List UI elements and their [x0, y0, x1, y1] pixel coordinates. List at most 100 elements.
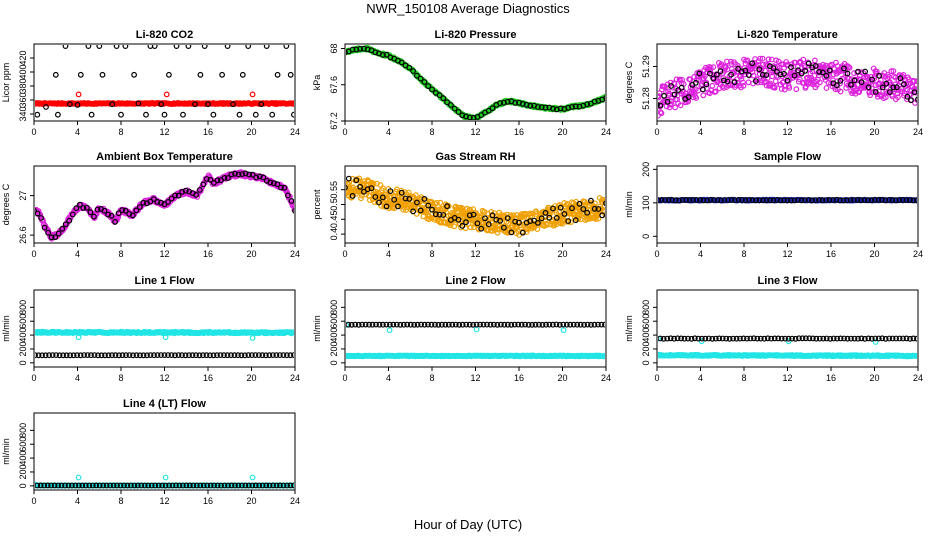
data-point [84, 352, 91, 359]
data-point [693, 76, 700, 83]
data-points [35, 328, 294, 359]
data-point [671, 91, 678, 98]
data-point [103, 482, 110, 489]
data-point [602, 196, 605, 203]
panel-title: Line 1 Flow [135, 275, 195, 287]
data-point [572, 103, 579, 110]
data-point [221, 482, 228, 489]
plot-frame [33, 43, 296, 122]
x-tick-label: 8 [118, 373, 123, 383]
data-point [380, 321, 386, 328]
y-tick-label: 200 [641, 341, 651, 356]
data-point [91, 213, 97, 220]
data-point [448, 102, 454, 108]
data-point [903, 197, 910, 204]
data-point [731, 79, 738, 86]
panel-title: Li-820 CO2 [136, 29, 193, 41]
data-point [728, 58, 734, 65]
data-point [758, 66, 765, 73]
x-tick-label: 12 [782, 373, 792, 383]
data-point [679, 197, 686, 203]
data-point [847, 197, 854, 203]
data-point [154, 352, 161, 359]
data-point [406, 64, 413, 71]
x-tick-label: 4 [698, 373, 703, 383]
data-point [70, 352, 77, 359]
data-point [744, 57, 751, 64]
data-point [914, 78, 917, 84]
data-point [41, 224, 48, 231]
data-point [764, 335, 771, 342]
data-point [915, 78, 917, 85]
data-point [410, 208, 417, 215]
data-point [718, 197, 724, 204]
data-point [533, 208, 539, 215]
data-point [777, 197, 784, 204]
data-point [109, 352, 115, 359]
data-point [48, 234, 55, 241]
data-point [273, 482, 280, 489]
data-point [102, 352, 108, 359]
data-point [256, 352, 262, 359]
data-point [274, 181, 281, 188]
data-point [489, 105, 496, 112]
data-point [207, 352, 213, 359]
data-point [225, 175, 231, 181]
data-point [53, 352, 59, 359]
data-point [355, 321, 362, 328]
data-point [200, 482, 207, 489]
data-point [379, 194, 386, 201]
data-point [387, 321, 393, 328]
panel-title: Li-820 Temperature [737, 29, 838, 41]
data-point [357, 183, 364, 190]
data-point [74, 101, 81, 108]
y-axis-label: ml/min [1, 315, 11, 342]
data-point [735, 196, 742, 203]
data-point [565, 104, 572, 111]
x-tick-label: 12 [159, 496, 169, 506]
data-point [270, 482, 277, 489]
data-point [658, 93, 661, 100]
data-point [436, 211, 443, 218]
y-tick-label: 67.6 [329, 76, 339, 94]
data-point [778, 61, 785, 68]
data-point [904, 93, 911, 100]
data-point [267, 179, 274, 186]
data-point [855, 68, 861, 75]
panel-title: Li-820 Pressure [435, 29, 517, 41]
data-point [658, 335, 664, 342]
data-point [788, 64, 794, 71]
data-point [235, 171, 242, 178]
data-point [245, 352, 252, 359]
data-point [478, 225, 485, 232]
data-point [519, 229, 526, 236]
data-point [723, 335, 730, 342]
data-point [369, 321, 376, 328]
data-point [868, 335, 875, 342]
data-point [512, 99, 519, 106]
x-tick-label: 8 [429, 249, 434, 259]
data-point [525, 321, 532, 328]
y-tick-label: 100 [641, 195, 651, 210]
y-tick-label: 400 [329, 328, 339, 343]
data-point [603, 95, 605, 101]
data-point [595, 321, 601, 328]
data-point [504, 215, 511, 222]
x-tick-label: 8 [118, 249, 123, 259]
data-point [192, 101, 198, 108]
data-point [163, 91, 170, 98]
data-point [803, 335, 809, 342]
data-point [830, 335, 837, 342]
data-point [714, 71, 720, 78]
data-point [201, 45, 208, 49]
data-point [535, 104, 541, 110]
data-point [851, 77, 858, 84]
data-point [813, 335, 820, 342]
y-tick-label: 800 [329, 300, 339, 315]
data-point [193, 482, 200, 489]
data-point [115, 210, 122, 217]
data-point [288, 198, 294, 204]
data-point [733, 335, 740, 342]
